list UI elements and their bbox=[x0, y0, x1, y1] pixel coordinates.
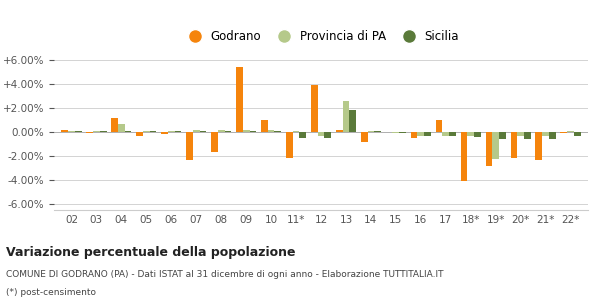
Bar bbox=[211, 132, 218, 152]
Bar bbox=[268, 130, 274, 132]
Bar bbox=[143, 131, 149, 132]
Bar bbox=[549, 132, 556, 139]
Bar bbox=[424, 132, 431, 136]
Bar bbox=[193, 130, 200, 132]
Bar bbox=[442, 132, 449, 136]
Bar bbox=[250, 131, 256, 132]
Bar bbox=[574, 132, 581, 136]
Bar bbox=[61, 130, 68, 132]
Text: COMUNE DI GODRANO (PA) - Dati ISTAT al 31 dicembre di ogni anno - Elaborazione T: COMUNE DI GODRANO (PA) - Dati ISTAT al 3… bbox=[6, 270, 443, 279]
Bar bbox=[136, 132, 143, 136]
Bar bbox=[200, 131, 206, 132]
Bar bbox=[261, 120, 268, 132]
Bar bbox=[125, 131, 131, 132]
Text: Variazione percentuale della popolazione: Variazione percentuale della popolazione bbox=[6, 246, 296, 259]
Bar bbox=[449, 132, 456, 136]
Bar bbox=[418, 132, 424, 136]
Bar bbox=[535, 132, 542, 160]
Bar bbox=[100, 131, 107, 132]
Bar bbox=[111, 118, 118, 132]
Bar bbox=[436, 120, 442, 132]
Bar bbox=[392, 132, 399, 133]
Bar bbox=[560, 132, 567, 133]
Bar bbox=[361, 132, 368, 142]
Bar bbox=[236, 67, 243, 132]
Bar bbox=[218, 130, 224, 132]
Bar bbox=[75, 131, 82, 132]
Bar bbox=[161, 132, 168, 134]
Bar bbox=[336, 130, 343, 132]
Bar bbox=[461, 132, 467, 181]
Bar bbox=[93, 131, 100, 132]
Bar bbox=[224, 131, 231, 132]
Bar bbox=[567, 131, 574, 132]
Bar bbox=[118, 124, 125, 132]
Bar bbox=[311, 85, 317, 132]
Bar bbox=[493, 132, 499, 159]
Bar bbox=[399, 132, 406, 133]
Bar bbox=[343, 101, 349, 132]
Bar bbox=[485, 132, 493, 166]
Text: (*) post-censimento: (*) post-censimento bbox=[6, 288, 96, 297]
Bar bbox=[374, 131, 381, 132]
Bar bbox=[368, 131, 374, 132]
Bar bbox=[349, 110, 356, 132]
Bar bbox=[293, 131, 299, 132]
Bar bbox=[149, 131, 157, 132]
Legend: Godrano, Provincia di PA, Sicilia: Godrano, Provincia di PA, Sicilia bbox=[178, 26, 464, 48]
Bar bbox=[467, 132, 474, 136]
Bar bbox=[325, 132, 331, 138]
Bar bbox=[299, 132, 306, 138]
Bar bbox=[411, 132, 418, 138]
Bar bbox=[168, 131, 175, 132]
Bar bbox=[474, 132, 481, 137]
Bar bbox=[499, 132, 506, 139]
Bar bbox=[175, 131, 181, 132]
Bar bbox=[86, 132, 93, 133]
Bar bbox=[524, 132, 531, 139]
Bar bbox=[243, 130, 250, 132]
Bar bbox=[186, 132, 193, 160]
Bar bbox=[286, 132, 293, 158]
Bar bbox=[317, 132, 325, 136]
Bar bbox=[68, 131, 75, 132]
Bar bbox=[511, 132, 517, 158]
Bar bbox=[517, 132, 524, 136]
Bar bbox=[274, 131, 281, 132]
Bar bbox=[542, 132, 549, 136]
